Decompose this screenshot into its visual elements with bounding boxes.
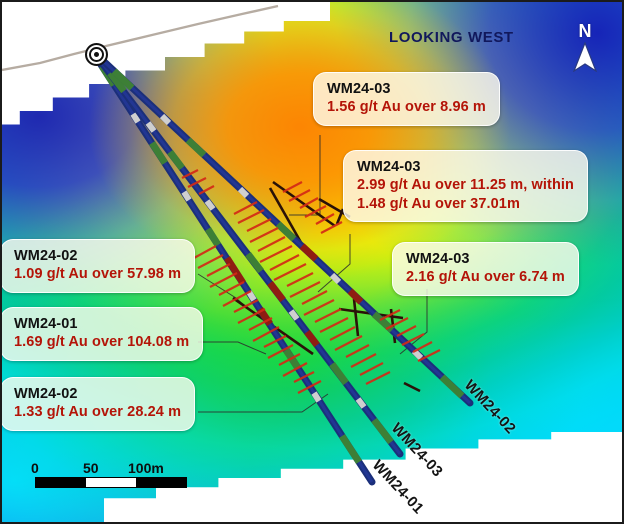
drillhole-collar-icon bbox=[85, 43, 108, 66]
callout-assay-line: 2.99 g/t Au over 11.25 m, within bbox=[357, 177, 575, 194]
scale-segment-1 bbox=[36, 478, 86, 487]
section-title: LOOKING WEST bbox=[389, 29, 514, 46]
callout-wm24-03-upper[interactable]: WM24-03 1.56 g/t Au over 8.96 m bbox=[313, 72, 500, 126]
callout-assay-line: 1.69 g/t Au over 104.08 m bbox=[14, 334, 190, 351]
callout-assay-line: 1.33 g/t Au over 28.24 m bbox=[14, 404, 182, 421]
callout-hole-name: WM24-03 bbox=[357, 159, 421, 175]
callout-hole-name: WM24-02 bbox=[14, 386, 78, 402]
north-letter: N bbox=[578, 21, 592, 41]
trace-wm24-03 bbox=[91, 50, 404, 458]
callout-wm24-03-lower[interactable]: WM24-03 2.16 g/t Au over 6.74 m bbox=[392, 242, 579, 296]
callout-wm24-03-mid[interactable]: WM24-03 2.99 g/t Au over 11.25 m, within… bbox=[343, 150, 589, 222]
scale-tick-50: 50 bbox=[83, 460, 99, 476]
trace-wm24-02 bbox=[93, 51, 474, 407]
callout-assay-line: 1.56 g/t Au over 8.96 m bbox=[327, 99, 486, 116]
callout-assay-line: 1.48 g/t Au over 37.01m bbox=[357, 195, 520, 212]
callout-wm24-02-lower[interactable]: WM24-02 1.33 g/t Au over 28.24 m bbox=[2, 377, 196, 431]
scale-segment-2 bbox=[86, 478, 136, 487]
scale-tick-100: 100m bbox=[128, 460, 164, 476]
scale-bar-ticks: 0 50 100m bbox=[31, 460, 187, 477]
callout-hole-name: WM24-03 bbox=[406, 251, 470, 267]
north-arrow: N bbox=[568, 22, 602, 72]
callout-assay-line: 1.09 g/t Au over 57.98 m bbox=[14, 266, 182, 283]
scale-tick-0: 0 bbox=[31, 460, 39, 476]
callout-hole-name: WM24-02 bbox=[14, 248, 78, 264]
scale-segment-3 bbox=[136, 478, 186, 487]
callout-hole-name: WM24-01 bbox=[14, 316, 78, 332]
callout-assay-line: 2.16 g/t Au over 6.74 m bbox=[406, 269, 565, 286]
scale-bar-graphic bbox=[35, 477, 187, 488]
callout-hole-name: WM24-03 bbox=[327, 81, 391, 97]
north-arrow-icon bbox=[572, 42, 598, 72]
callout-wm24-01[interactable]: WM24-01 1.69 g/t Au over 104.08 m bbox=[2, 307, 204, 361]
assay-histogram-spikes bbox=[181, 169, 441, 394]
callout-wm24-02-upper[interactable]: WM24-02 1.09 g/t Au over 57.98 m bbox=[2, 239, 196, 293]
scale-bar: 0 50 100m bbox=[31, 460, 187, 488]
